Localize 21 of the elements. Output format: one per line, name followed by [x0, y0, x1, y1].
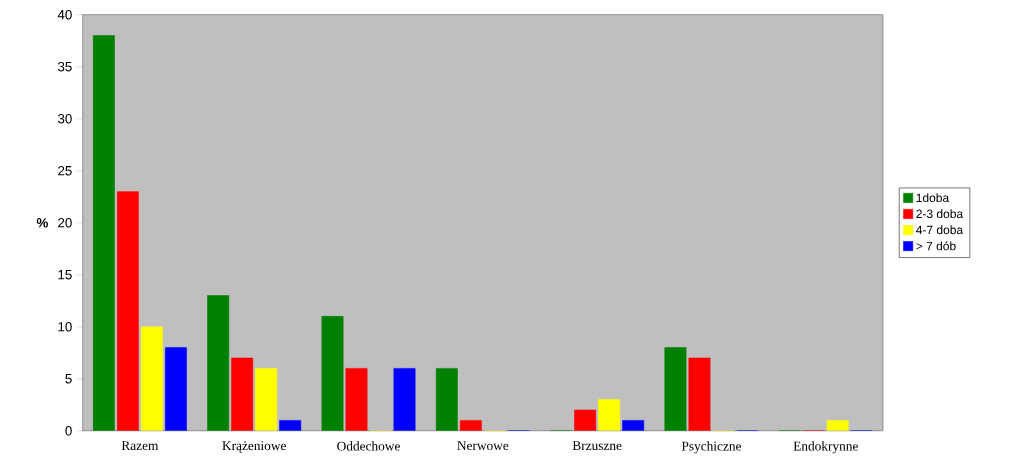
y-tick-label: 10	[58, 321, 72, 332]
x-tick-label: Razem	[121, 441, 159, 450]
legend-label: > 7 dób	[916, 241, 956, 251]
y-tick-label: 30	[57, 113, 72, 124]
x-tick-label: Endokrynne	[793, 441, 858, 454]
y-tick-label: 15	[58, 270, 72, 280]
legend-label: 4-7 doba	[916, 225, 964, 235]
y-axis-title: %	[36, 217, 48, 228]
y-tick-label: 35	[57, 61, 72, 72]
legend-label: 2-3 doba	[916, 209, 964, 219]
x-tick-label: Krążeniowe	[222, 441, 286, 453]
x-tick-label: Oddechowe	[337, 441, 400, 451]
x-tick-label: Psychiczne	[681, 441, 742, 454]
y-tick-label: 20	[58, 217, 72, 228]
y-tick-label: 40	[57, 9, 72, 20]
x-tick-label: Brzuszne	[572, 441, 622, 450]
y-tick-label: 0	[65, 426, 72, 436]
y-tick-label: 5	[65, 374, 72, 384]
x-tick-label: Nerwowe	[457, 441, 509, 450]
y-tick-label: 25	[58, 165, 72, 176]
legend-label: 1doba	[916, 193, 950, 203]
